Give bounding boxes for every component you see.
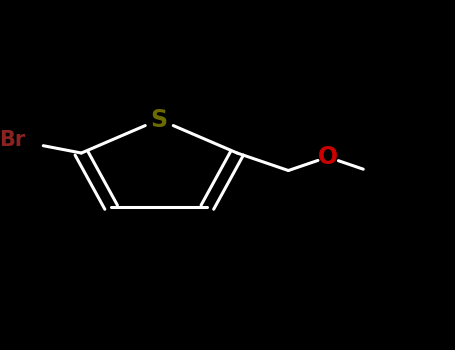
Text: Br: Br <box>0 130 25 150</box>
Text: S: S <box>151 107 168 132</box>
Text: O: O <box>318 145 338 169</box>
